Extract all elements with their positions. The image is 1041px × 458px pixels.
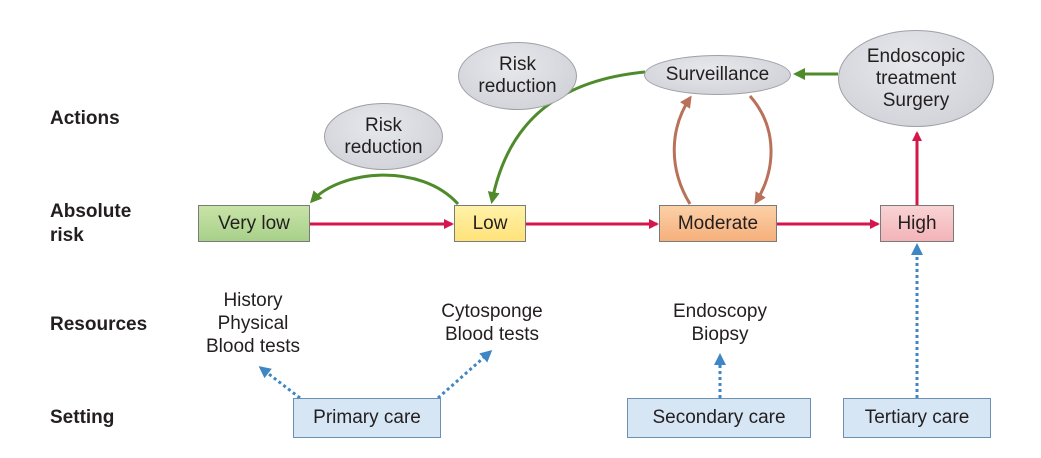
arrow-low-to-verylow [309,173,460,206]
action-endoscopic-treatment: Endoscopic treatment Surgery [838,30,994,127]
resource-blood-tests-2: Blood tests [445,324,539,345]
setting-tertiary-care: Tertiary care [843,398,991,438]
action-surveillance: Surveillance [644,55,791,95]
row-label-resources: Resources [50,314,148,335]
arrow-surveillance-to-low [487,70,646,204]
arrow-moderate-to-surveillance [672,95,692,205]
risk-box-moderate: Moderate [659,205,777,242]
action-risk-reduction-1: Risk reduction [324,103,443,170]
arrow-primary-to-history [258,366,301,400]
resource-cytosponge: Cytosponge [441,301,543,322]
action-endoscopic-line2: treatment [875,67,957,89]
resource-cytosponge-group: Cytosponge Blood tests [418,300,566,346]
arrow-primary-to-cytosponge [437,350,493,400]
action-risk-reduction-1-line2: reduction [344,136,423,158]
risk-box-high: High [880,205,954,242]
setting-primary-care: Primary care [293,398,441,438]
action-risk-reduction-1-line1: Risk [365,114,402,136]
action-risk-reduction-2: Risk reduction [458,42,577,110]
row-label-absolute-risk: Absolute risk [50,201,132,246]
resource-blood-tests-1: Blood tests [206,336,300,357]
action-risk-reduction-2-line1: Risk [499,54,536,75]
setting-secondary-care: Secondary care [627,398,811,438]
action-risk-reduction-2-line2: reduction [478,76,557,97]
row-label-actions: Actions [50,108,120,129]
resource-physical: Physical [217,313,289,334]
resource-endoscopy-group: Endoscopy Biopsy [650,300,790,346]
action-endoscopic-line1: Endoscopic [866,45,966,67]
row-label-setting: Setting [50,407,115,428]
resource-primary: History Physical Blood tests [178,289,328,358]
action-endoscopic-line3: Surgery [882,89,950,111]
resource-history: History [223,290,283,311]
arrow-surveillance-to-moderate [748,95,773,205]
risk-box-low: Low [454,205,526,242]
resource-endoscopy: Endoscopy [672,301,767,322]
resource-biopsy: Biopsy [691,324,749,345]
risk-box-very-low: Very low [198,205,310,242]
